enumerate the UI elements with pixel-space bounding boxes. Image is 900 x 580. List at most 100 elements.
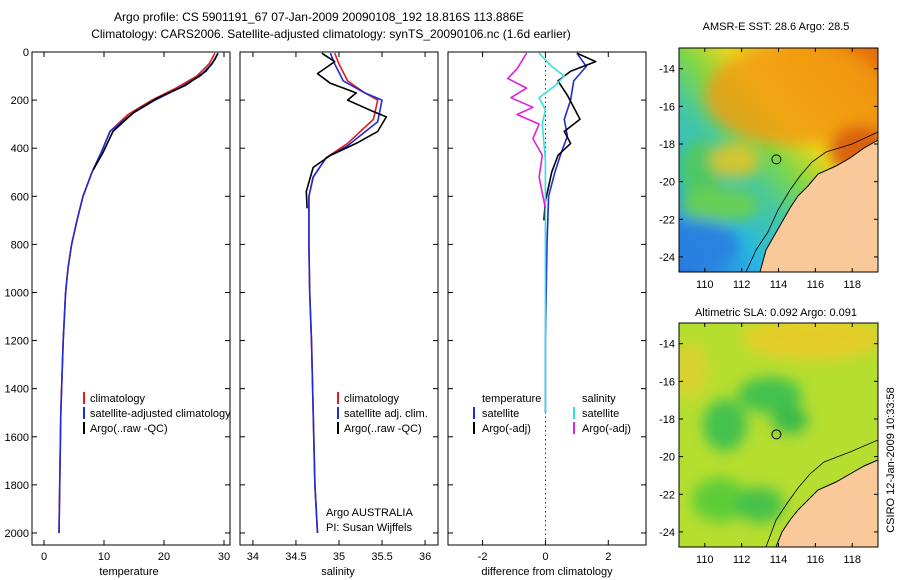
y-tick-label: -16 bbox=[659, 376, 675, 388]
y-tick-label: -22 bbox=[659, 214, 675, 226]
x-tick-label: 34.5 bbox=[285, 551, 306, 563]
legend-label-climatology: climatology bbox=[90, 393, 146, 405]
sla-map-panel: Altimetric SLA: 0.092 Argo: 0.091 110 112… bbox=[659, 307, 879, 566]
y-tick-label: -24 bbox=[659, 252, 675, 264]
figure-title-line2: Climatology: CARS2006. Satellite-adjuste… bbox=[91, 27, 571, 41]
x-tick-label: 0 bbox=[41, 551, 47, 563]
legend-label-temperature-argo: Argo(-adj) bbox=[482, 423, 531, 435]
legend-label-temperature-satellite: satellite bbox=[482, 408, 519, 420]
series-line-argo-raw-qc bbox=[305, 52, 388, 209]
difference-yticks bbox=[448, 51, 646, 534]
difference-xticks: -2 0 2 bbox=[478, 52, 611, 563]
temperature-xlabel: temperature bbox=[99, 566, 158, 578]
float-pi-annotation: PI: Susan Wijffels bbox=[326, 522, 412, 534]
y-tick-label: -18 bbox=[659, 139, 675, 151]
sla-float-position-marker bbox=[771, 429, 782, 440]
legend-header-temperature: temperature bbox=[482, 393, 541, 405]
y-tick-label: 1000 bbox=[5, 287, 29, 299]
y-tick-label: -20 bbox=[659, 452, 675, 464]
temperature-lines bbox=[58, 52, 219, 534]
legend-label-salinity-argo: Argo(-adj) bbox=[582, 423, 631, 435]
legend-label-argo: Argo(..raw -QC) bbox=[90, 423, 168, 435]
figure-title-line1: Argo profile: CS 5901191_67 07-Jan-2009 … bbox=[114, 10, 524, 24]
y-tick-label: -24 bbox=[659, 527, 675, 539]
x-tick-label: 0 bbox=[542, 551, 548, 563]
salinity-xticks: 34 34.5 35 35.5 36 bbox=[247, 52, 431, 563]
y-tick-label: 200 bbox=[11, 95, 29, 107]
sst-map-coastline bbox=[759, 139, 878, 272]
difference-lines bbox=[506, 52, 597, 413]
float-owner-annotation: Argo AUSTRALIA bbox=[326, 507, 413, 519]
y-tick-label: -22 bbox=[659, 489, 675, 501]
x-tick-label: 118 bbox=[843, 279, 861, 291]
x-tick-label: 20 bbox=[158, 551, 170, 563]
sst-map-land bbox=[760, 140, 878, 272]
x-tick-label: 110 bbox=[696, 279, 714, 291]
sst-map-title: AMSR-E SST: 28.6 Argo: 28.5 bbox=[703, 21, 850, 33]
y-tick-label: -18 bbox=[659, 414, 675, 426]
temperature-xticks: 0 10 20 30 bbox=[41, 52, 230, 563]
y-tick-label: 600 bbox=[11, 191, 29, 203]
x-tick-label: 110 bbox=[696, 554, 714, 566]
series-line-salinity-satellite bbox=[538, 52, 566, 413]
x-tick-label: 116 bbox=[807, 554, 825, 566]
difference-legend: temperature satellite Argo(-adj) salinit… bbox=[473, 393, 631, 435]
x-tick-label: 35 bbox=[333, 551, 345, 563]
difference-axes-box bbox=[447, 51, 647, 546]
sst-map-yticks: -14 -16 -18 -20 -22 -24 bbox=[659, 64, 878, 264]
series-line-salinity-argo-adj bbox=[506, 52, 547, 209]
sla-map-land bbox=[776, 460, 878, 547]
difference-xlabel: difference from climatology bbox=[481, 566, 613, 578]
salinity-xlabel: salinity bbox=[321, 566, 355, 578]
x-tick-label: 34 bbox=[247, 551, 259, 563]
y-tick-label: -14 bbox=[659, 64, 675, 76]
x-tick-label: 35.5 bbox=[371, 551, 392, 563]
legend-label-salinity-satellite: satellite bbox=[582, 408, 619, 420]
salinity-legend: climatology satellite adj. clim. Argo(..… bbox=[337, 392, 428, 435]
x-tick-label: 112 bbox=[733, 554, 751, 566]
sst-map-panel: AMSR-E SST: 28.6 Argo: 28.5 110 112 114 116… bbox=[659, 21, 879, 291]
csiro-credit: CSIRO 12-Jan-2009 10:33:58 bbox=[885, 387, 897, 533]
series-line-temperature-argo-adj bbox=[543, 52, 597, 221]
temperature-yticks: 0 200 400 600 800 1000 1200 1400 1600 1800 2000 bbox=[5, 47, 230, 540]
salinity-axes-box bbox=[239, 51, 439, 546]
x-tick-label: 118 bbox=[843, 554, 861, 566]
x-tick-label: 30 bbox=[218, 551, 230, 563]
series-line-satellite-adj-clim bbox=[308, 52, 383, 534]
sst-map-shelf-contour bbox=[745, 131, 878, 272]
sst-map-xticks: 110 112 114 116 118 bbox=[696, 48, 861, 291]
sst-float-position-marker bbox=[771, 154, 782, 165]
y-tick-label: -20 bbox=[659, 177, 675, 189]
x-tick-label: 10 bbox=[98, 551, 110, 563]
series-line-argo-raw-qc bbox=[92, 52, 219, 171]
salinity-panel: 34 34.5 35 35.5 36 salinity climatology sate… bbox=[239, 51, 439, 578]
sla-map-xticks: 110 112 114 116 118 bbox=[696, 323, 861, 566]
legend-label-argo: Argo(..raw -QC) bbox=[344, 423, 422, 435]
y-tick-label: 400 bbox=[11, 143, 29, 155]
x-tick-label: 114 bbox=[770, 554, 788, 566]
temperature-panel: 0 10 20 30 0 200 400 600 800 1000 1200 1400 1600 180… bbox=[5, 47, 232, 578]
y-tick-label: 2000 bbox=[5, 528, 29, 540]
y-tick-label: 1800 bbox=[5, 480, 29, 492]
temperature-legend: climatology satellite-adjusted climatolo… bbox=[83, 392, 231, 435]
y-tick-label: 0 bbox=[23, 47, 29, 59]
x-tick-label: -2 bbox=[478, 551, 488, 563]
x-tick-label: 116 bbox=[807, 279, 825, 291]
x-tick-label: 112 bbox=[733, 279, 751, 291]
x-tick-label: 2 bbox=[605, 551, 611, 563]
sla-map-coastline bbox=[775, 459, 878, 547]
x-tick-label: 114 bbox=[770, 279, 788, 291]
legend-label-satellite-adj: satellite adj. clim. bbox=[344, 408, 428, 420]
y-tick-label: 1600 bbox=[5, 432, 29, 444]
y-tick-label: -14 bbox=[659, 339, 675, 351]
difference-panel: -2 0 2 difference from climatology tempera… bbox=[447, 51, 647, 578]
y-tick-label: 800 bbox=[11, 239, 29, 251]
sst-map-image bbox=[679, 48, 878, 272]
x-tick-label: 36 bbox=[419, 551, 431, 563]
salinity-yticks bbox=[240, 51, 438, 534]
sla-map-yticks: -14 -16 -18 -20 -22 -24 bbox=[659, 339, 878, 539]
temperature-axes-box bbox=[31, 51, 231, 546]
sla-map-image bbox=[679, 323, 878, 547]
sla-map-title: Altimetric SLA: 0.092 Argo: 0.091 bbox=[695, 307, 857, 319]
